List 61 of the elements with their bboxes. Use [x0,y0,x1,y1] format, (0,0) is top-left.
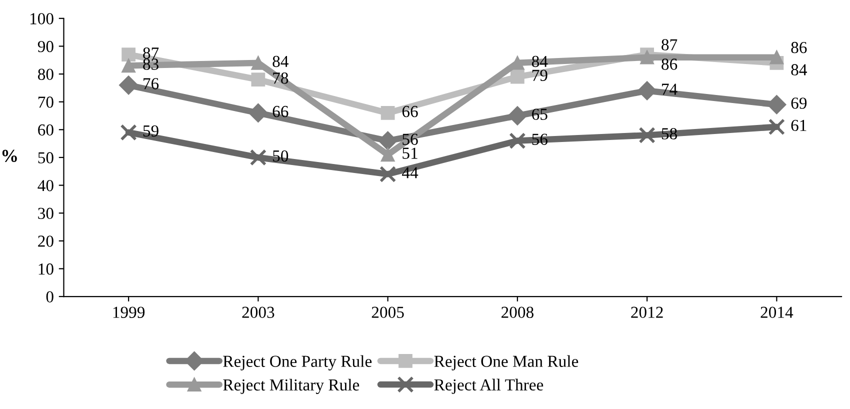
y-tick-label: 90 [38,40,54,52]
point [378,131,398,150]
point [122,48,136,62]
legend-label: Reject All Three [434,378,544,394]
point [767,95,786,114]
data-label: 69 [791,98,807,109]
data-label: 83 [143,58,158,70]
data-label: 51 [402,148,418,159]
y-tick-label: 70 [38,96,54,108]
point [122,58,136,73]
data-label: 87 [143,47,159,59]
data-label: 66 [272,106,288,118]
x-tick-label: 2003 [242,306,274,318]
point [250,149,267,166]
legend-label: Reject One Party Rule [223,355,372,370]
x-tick-label: 2012 [631,306,663,318]
data-label: 65 [532,108,548,120]
y-tick-label: 40 [38,180,54,192]
point [768,118,786,136]
x-tick-label: 2008 [502,306,534,318]
point [770,50,784,64]
data-label: 79 [532,70,548,81]
y-tick-label: 30 [38,208,54,220]
data-label: 84 [791,64,807,76]
data-label: 66 [402,106,418,118]
data-label: 86 [791,42,807,54]
point [509,132,526,150]
x-tick-label: 2005 [372,306,404,318]
y-tick-label: 50 [38,152,54,164]
data-label: 84 [532,56,548,68]
y-tick-label: 10 [38,263,54,275]
point [380,106,395,120]
y-axis-title: % [2,150,17,162]
y-tick-label: 20 [38,236,54,247]
data-label: 87 [662,39,678,50]
point [251,72,266,87]
data-label: 74 [662,84,678,95]
legend-label: Reject One Man Rule [434,355,578,370]
point [640,50,654,64]
data-label: 76 [144,78,159,90]
x-tick-label: 1999 [113,306,145,318]
y-tick-label: 60 [38,124,54,136]
x-tick-label: 2014 [760,306,794,318]
legend-label: Reject Military Rule [223,378,360,394]
data-label: 61 [791,120,806,132]
point [248,103,268,122]
point [379,166,396,182]
y-tick-label: 0 [46,291,54,302]
y-tick-label: 80 [38,68,54,80]
point [120,124,137,141]
point [119,76,138,95]
data-label: 56 [402,134,418,145]
data-label: 84 [272,56,288,68]
data-label: 56 [532,134,548,145]
point [510,70,524,84]
point [380,148,395,162]
data-label: 86 [662,58,678,70]
data-label: 58 [662,128,677,140]
point [508,106,527,126]
point [638,126,656,144]
y-tick-label: 100 [30,13,54,24]
